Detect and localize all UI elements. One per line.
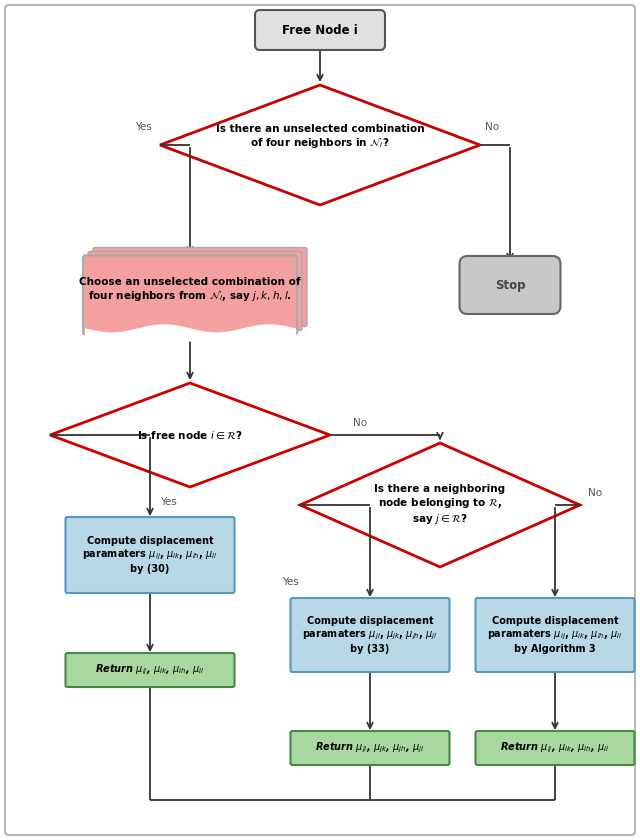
Text: Compute displacement
paramaters $\mu_{ij}$, $\mu_{ik}$, $\mu_{ih}$, $\mu_{il}$
b: Compute displacement paramaters $\mu_{ij… <box>487 616 623 654</box>
Text: Compute displacement
paramaters $\mu_{ij}$, $\mu_{ik}$, $\mu_{ih}$, $\mu_{il}$
b: Compute displacement paramaters $\mu_{ij… <box>82 536 218 574</box>
FancyBboxPatch shape <box>476 598 634 672</box>
Text: Compute displacement
paramaters $\mu_{ji}$, $\mu_{jk}$, $\mu_{jh}$, $\mu_{jl}$
b: Compute displacement paramaters $\mu_{ji… <box>302 616 438 654</box>
FancyBboxPatch shape <box>88 251 302 330</box>
Text: Return $\mu_{ij}$, $\mu_{ik}$, $\mu_{ih}$, $\mu_{il}$: Return $\mu_{ij}$, $\mu_{ik}$, $\mu_{ih}… <box>95 663 205 677</box>
Text: No: No <box>353 418 367 428</box>
Text: No: No <box>485 122 499 132</box>
FancyBboxPatch shape <box>291 598 449 672</box>
Text: Is there a neighboring
node belonging to $\mathcal{R}$,
say $j \in \mathcal{R}$?: Is there a neighboring node belonging to… <box>374 484 506 526</box>
FancyBboxPatch shape <box>255 10 385 50</box>
FancyBboxPatch shape <box>65 517 234 593</box>
FancyBboxPatch shape <box>476 731 634 765</box>
FancyBboxPatch shape <box>93 248 307 327</box>
FancyBboxPatch shape <box>460 256 561 314</box>
Text: Choose an unselected combination of
four neighbors from $\mathcal{N}_i$, say $j,: Choose an unselected combination of four… <box>79 277 301 303</box>
Text: No: No <box>588 488 602 498</box>
Polygon shape <box>300 443 580 567</box>
FancyBboxPatch shape <box>83 255 297 334</box>
FancyBboxPatch shape <box>291 731 449 765</box>
Text: Yes: Yes <box>159 497 177 507</box>
Text: Return $\mu_{ji}$, $\mu_{jk}$, $\mu_{jh}$, $\mu_{jl}$: Return $\mu_{ji}$, $\mu_{jk}$, $\mu_{jh}… <box>316 741 425 755</box>
Polygon shape <box>160 85 480 205</box>
Text: Free Node i: Free Node i <box>282 24 358 36</box>
Text: Is free node $i \in \mathcal{R}$?: Is free node $i \in \mathcal{R}$? <box>137 429 243 441</box>
Text: Is there an unselected combination
of four neighbors in $\mathcal{N}_i$?: Is there an unselected combination of fo… <box>216 124 424 150</box>
FancyBboxPatch shape <box>65 653 234 687</box>
Text: Yes: Yes <box>135 122 152 132</box>
Text: Return $\mu_{ij}$, $\mu_{ik}$, $\mu_{ih}$, $\mu_{il}$: Return $\mu_{ij}$, $\mu_{ik}$, $\mu_{ih}… <box>500 741 610 755</box>
Text: Stop: Stop <box>495 279 525 291</box>
Polygon shape <box>50 383 330 487</box>
Text: Yes: Yes <box>282 577 298 587</box>
FancyBboxPatch shape <box>5 5 635 835</box>
